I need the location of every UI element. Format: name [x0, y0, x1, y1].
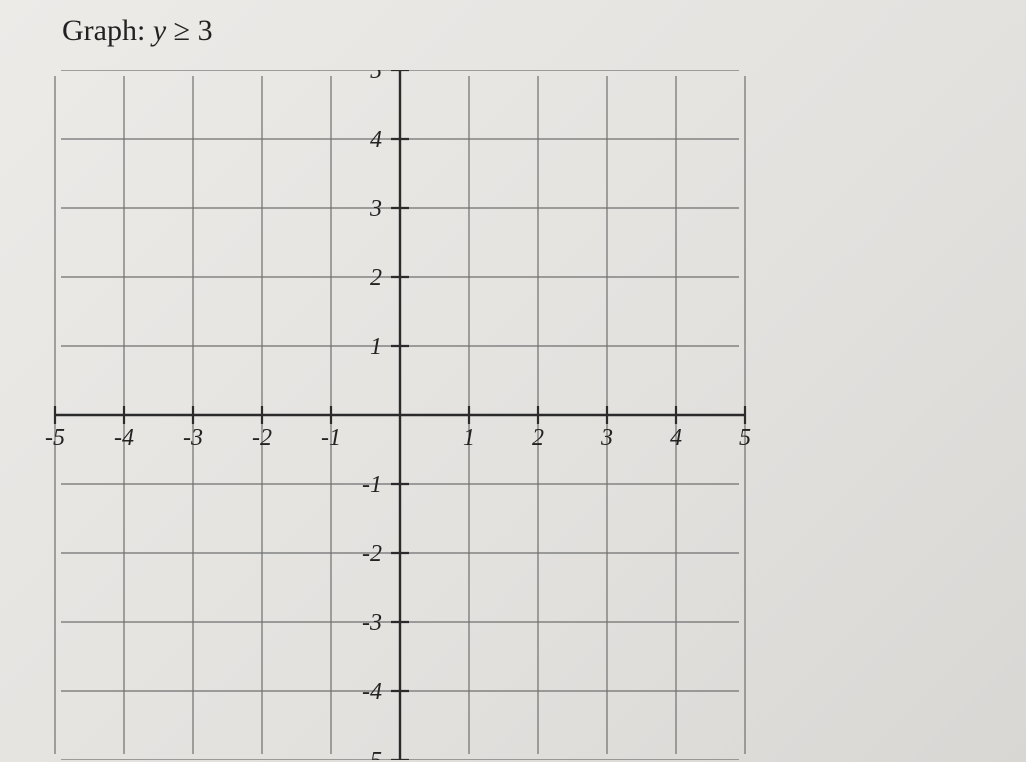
svg-text:-2: -2 — [252, 425, 272, 451]
svg-text:-5: -5 — [362, 748, 382, 760]
coordinate-grid: -5 -4 -3 -2 -1 1 2 3 4 5 -5 -4 -3 -2 -1 1 2 3 4 5 — [10, 70, 780, 760]
svg-text:3: 3 — [600, 425, 613, 451]
svg-text:-2: -2 — [362, 541, 382, 567]
svg-text:5: 5 — [739, 425, 751, 451]
graph-title: Graph: y ≥ 3 — [62, 14, 213, 48]
svg-text:-3: -3 — [362, 610, 382, 636]
svg-text:-3: -3 — [183, 425, 203, 451]
title-prefix: Graph: — [62, 14, 153, 47]
svg-text:4: 4 — [370, 127, 382, 153]
svg-text:3: 3 — [369, 196, 382, 222]
inequality-op: ≥ — [174, 14, 190, 47]
svg-text:-4: -4 — [362, 679, 382, 705]
svg-text:2: 2 — [370, 265, 382, 291]
svg-text:2: 2 — [532, 425, 544, 451]
svg-text:-1: -1 — [362, 472, 382, 498]
inequality-rhs: 3 — [198, 14, 213, 47]
svg-text:-1: -1 — [321, 425, 341, 451]
svg-text:1: 1 — [463, 425, 475, 451]
inequality-lhs: y — [153, 14, 166, 47]
svg-text:-5: -5 — [45, 425, 65, 451]
svg-text:4: 4 — [670, 425, 682, 451]
svg-text:1: 1 — [370, 334, 382, 360]
svg-text:-4: -4 — [114, 425, 134, 451]
svg-text:5: 5 — [370, 70, 382, 84]
